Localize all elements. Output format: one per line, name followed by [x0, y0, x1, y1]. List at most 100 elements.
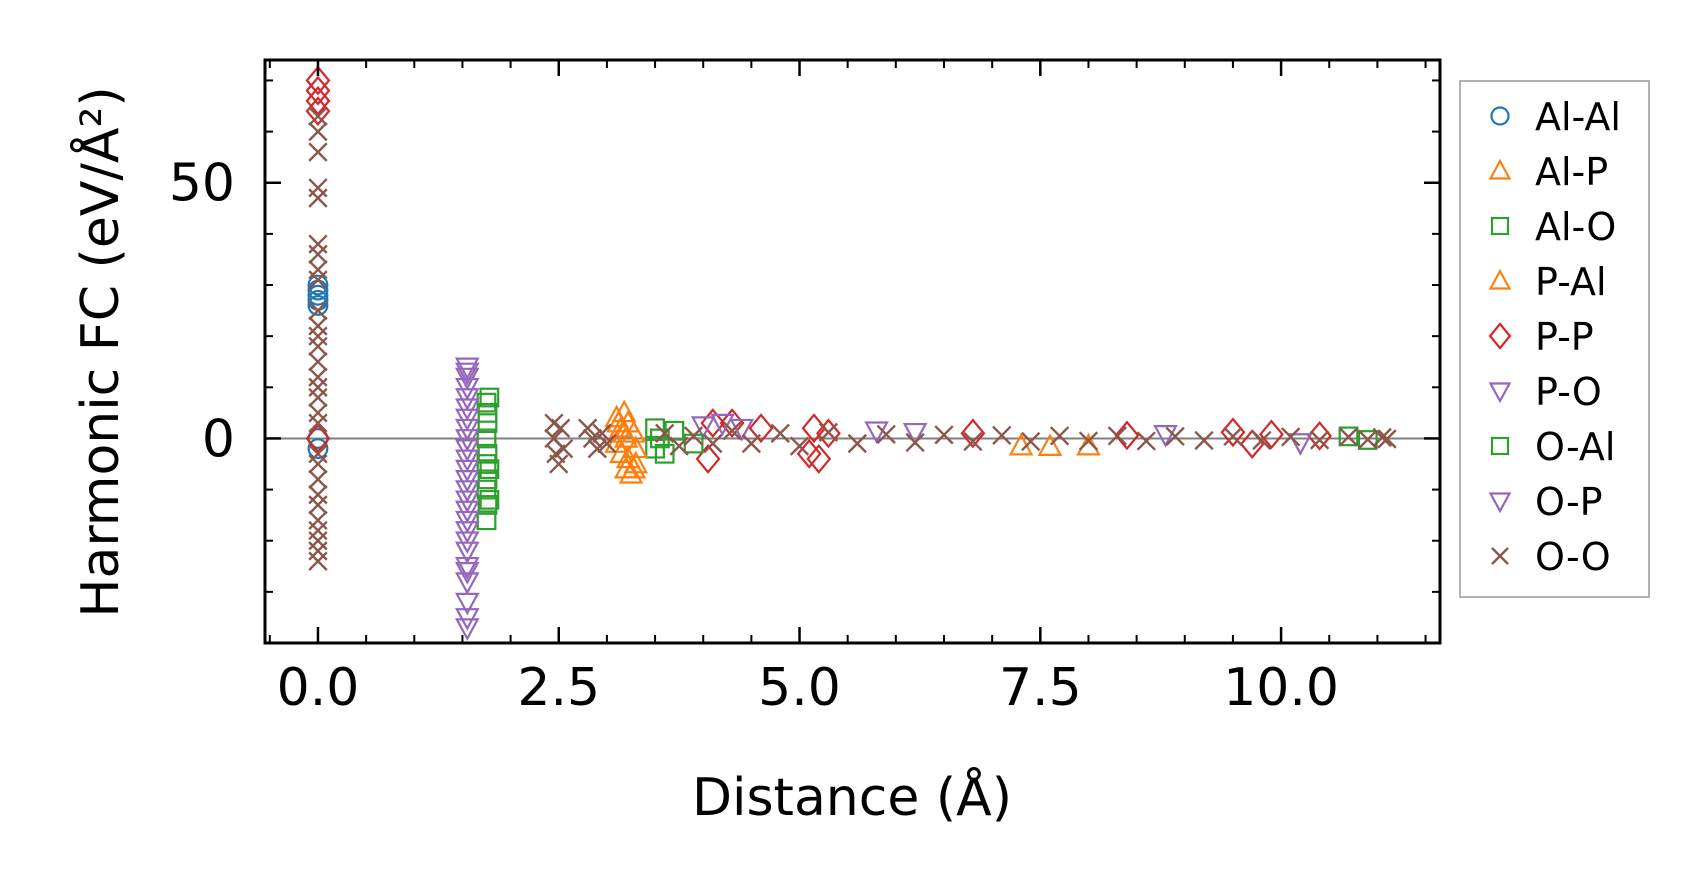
data-point — [1357, 430, 1378, 450]
data-point — [305, 65, 331, 96]
axis-ticks: 0.0 2.5 5.0 7.5 10.0 0 50 — [169, 60, 1440, 718]
data-point — [307, 295, 329, 316]
data-point — [789, 436, 810, 456]
y-tick-label: 0 — [202, 409, 235, 469]
data-point — [902, 422, 928, 446]
data-point — [1107, 426, 1128, 446]
data-point — [308, 531, 328, 551]
data-point — [308, 336, 328, 357]
data-point — [582, 428, 603, 449]
data-point — [1136, 431, 1156, 451]
data-point — [308, 541, 328, 561]
data-point — [308, 454, 328, 474]
series-o-p — [454, 362, 1178, 585]
data-point — [477, 495, 498, 515]
data-point — [664, 420, 685, 441]
plot-area — [265, 65, 1440, 641]
data-point — [308, 469, 328, 489]
data-point — [454, 592, 480, 616]
data-point — [683, 426, 704, 446]
data-point — [815, 418, 841, 449]
data-point — [305, 75, 331, 106]
data-point — [307, 274, 329, 296]
data-point — [963, 431, 983, 452]
legend-marker — [1490, 216, 1510, 236]
data-point — [592, 423, 612, 443]
data-point — [934, 425, 954, 445]
data-point — [308, 121, 328, 142]
data-point — [454, 556, 480, 580]
data-point — [308, 326, 328, 346]
data-point — [308, 520, 328, 541]
data-point — [905, 432, 925, 453]
data-point — [308, 316, 328, 336]
data-point — [695, 443, 721, 474]
data-point — [960, 418, 986, 449]
data-point — [308, 178, 328, 198]
legend-label: Al-P — [1535, 150, 1608, 194]
data-point — [305, 85, 331, 116]
data-point — [308, 367, 328, 387]
data-point — [1021, 431, 1041, 452]
data-point — [477, 469, 498, 490]
data-point — [308, 551, 328, 571]
legend-marker — [1490, 106, 1510, 126]
data-point — [654, 443, 675, 464]
data-point — [308, 352, 328, 372]
data-point — [477, 413, 498, 433]
series-p-p — [305, 65, 1333, 474]
data-point — [1220, 417, 1246, 448]
data-point — [1281, 427, 1301, 447]
data-point — [748, 413, 774, 444]
data-point — [864, 421, 889, 445]
data-point — [806, 443, 832, 474]
data-point — [741, 433, 762, 454]
data-point — [476, 479, 497, 500]
legend-label: P-P — [1535, 315, 1594, 359]
series-o-o — [308, 106, 1397, 571]
plot-frame — [263, 58, 1442, 645]
data-point — [1288, 433, 1313, 456]
data-point — [308, 142, 328, 162]
data-point — [1377, 429, 1397, 449]
x-tick-label: 0.0 — [277, 658, 360, 718]
x-axis-label: Distance (Å) — [692, 766, 1012, 828]
data-point — [710, 413, 735, 437]
data-point — [645, 418, 665, 439]
legend-label: O-P — [1535, 480, 1603, 524]
data-point — [308, 510, 328, 530]
data-point — [719, 408, 745, 439]
data-point — [479, 459, 500, 480]
series-o-al — [479, 387, 1378, 510]
legend-label: P-O — [1535, 370, 1602, 414]
data-point — [476, 428, 497, 449]
data-point — [307, 427, 329, 449]
legend-label: O-O — [1535, 535, 1611, 579]
data-point — [454, 562, 480, 585]
data-point — [818, 422, 839, 442]
x-tick-label: 10.0 — [1223, 658, 1339, 718]
series-al-o — [476, 392, 675, 531]
data-point — [1165, 426, 1185, 447]
data-point — [308, 387, 328, 408]
data-point — [477, 402, 498, 423]
data-point — [700, 408, 726, 439]
legend-marker — [1491, 547, 1509, 565]
data-point — [1153, 424, 1178, 448]
data-point — [308, 188, 328, 208]
data-point — [1114, 420, 1140, 451]
data-point — [476, 454, 497, 474]
data-point — [1194, 430, 1214, 451]
data-point — [1078, 431, 1099, 451]
data-point — [307, 284, 329, 306]
data-point — [876, 424, 896, 444]
x-tick-label: 5.0 — [758, 658, 841, 718]
legend-marker — [1490, 436, 1510, 456]
data-point — [1037, 433, 1063, 456]
data-point — [551, 418, 571, 438]
data-point — [577, 418, 598, 438]
data-point — [1309, 430, 1330, 450]
legend: Al-Al Al-P Al-O P-Al P-P P-O O-Al O-P O-O — [1459, 80, 1650, 598]
legend-marker — [1488, 382, 1512, 404]
